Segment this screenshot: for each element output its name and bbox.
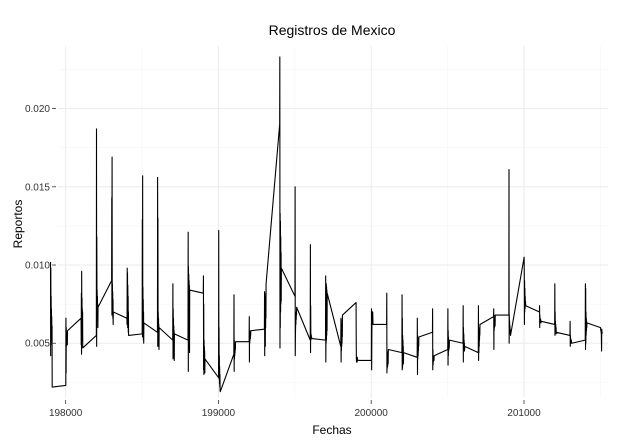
y-tick-label-2: 0.015: [25, 182, 50, 193]
major-gridlines: [58, 46, 608, 398]
x-axis-ticks: 198000 199000 200000 201000: [49, 400, 541, 419]
y-tick-label-3: 0.020: [25, 104, 50, 115]
x-axis-title: Fechas: [312, 423, 351, 437]
x-tick-label-3: 201000: [507, 408, 541, 419]
y-axis-ticks: 0.005 0.010 0.015 0.020: [25, 104, 56, 350]
x-tick-label-1: 199000: [202, 408, 236, 419]
x-tick-label-0: 198000: [49, 408, 83, 419]
minor-gridlines: [58, 46, 608, 398]
series-layer: [49, 56, 603, 393]
y-tick-label-1: 0.010: [25, 261, 50, 272]
x-tick-label-2: 200000: [355, 408, 389, 419]
chart-title: Registros de Mexico: [269, 22, 396, 38]
y-axis-title: Reportos: [11, 200, 25, 249]
y-tick-label-0: 0.005: [25, 339, 50, 350]
series-line-0: [49, 56, 603, 393]
